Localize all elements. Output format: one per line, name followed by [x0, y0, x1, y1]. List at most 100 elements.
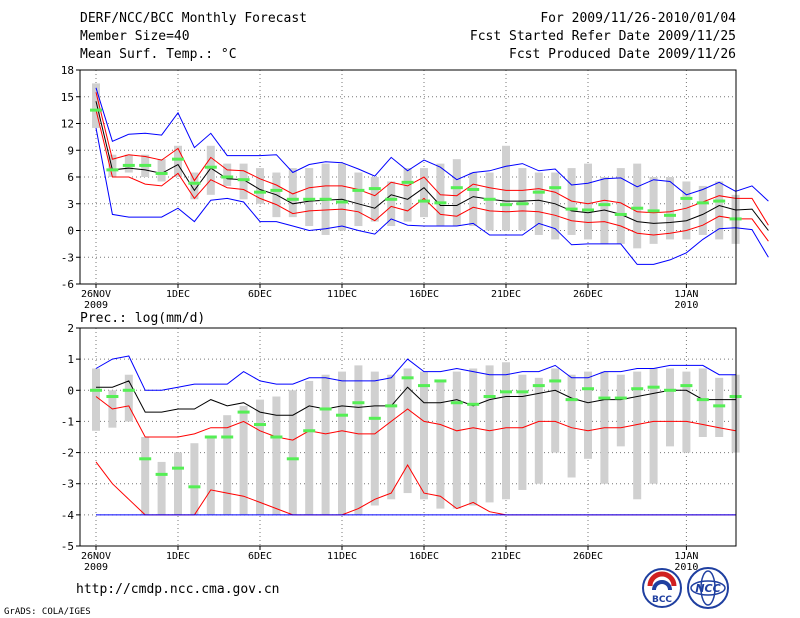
ensemble-box: [502, 145, 510, 231]
median-marker: [106, 168, 119, 172]
x-tick-label: 26DEC: [573, 289, 603, 300]
ensemble-box: [239, 405, 248, 515]
ensemble-box: [436, 380, 445, 509]
x-tick-label: 1DEC: [166, 551, 190, 562]
median-marker: [122, 163, 135, 167]
ensemble-box: [584, 371, 592, 459]
x-tick-label: 1JAN: [674, 551, 698, 562]
median-marker: [221, 435, 234, 439]
y-tick-label: 18: [61, 64, 74, 77]
ensemble-box: [124, 154, 133, 173]
ensemble-box: [633, 163, 642, 249]
median-marker: [188, 181, 201, 185]
footer-url[interactable]: http://cmdp.ncc.cma.gov.cn: [76, 582, 280, 597]
median-marker: [680, 384, 693, 388]
median-marker: [237, 410, 250, 414]
y-tick-label: 6: [67, 171, 74, 184]
median-marker: [696, 398, 709, 402]
y-tick-label: -3: [61, 478, 74, 491]
median-marker: [516, 202, 529, 206]
median-marker: [254, 423, 266, 427]
ensemble-box: [124, 374, 133, 422]
median-marker: [122, 388, 135, 392]
median-marker: [418, 384, 430, 388]
median-marker: [303, 429, 316, 433]
ensemble-box: [616, 168, 625, 244]
ensemble-box: [288, 390, 297, 515]
ensemble-box: [649, 368, 658, 484]
x-tick-label: 11DEC: [327, 289, 357, 300]
median-marker: [401, 376, 414, 380]
ensemble-box: [338, 163, 346, 231]
ensemble-box: [518, 168, 527, 231]
ensemble-box: [452, 371, 461, 509]
median-marker: [647, 385, 660, 389]
median-marker: [467, 402, 480, 406]
ensemble-box: [354, 172, 363, 227]
median-marker: [418, 199, 430, 203]
median-marker: [139, 457, 152, 461]
x-tick-sublabel: 2009: [84, 300, 108, 311]
median-marker: [270, 188, 283, 192]
median-marker: [368, 187, 381, 191]
median-marker: [532, 384, 545, 388]
ensemble-box: [157, 461, 166, 515]
ncc-logo: NCC: [687, 567, 729, 609]
median-marker: [713, 404, 726, 408]
median-marker: [614, 212, 627, 216]
ensemble-box: [666, 177, 674, 240]
ensemble-box: [534, 377, 543, 484]
median-marker: [254, 190, 266, 194]
ensemble-box: [206, 437, 215, 515]
ensemble-mean-line: [95, 101, 769, 231]
ensemble-box: [485, 365, 494, 503]
median-marker: [401, 180, 414, 184]
ensemble-box: [190, 443, 199, 515]
ensemble-box: [338, 371, 346, 515]
y-tick-label: -6: [61, 278, 74, 291]
upper-outer-line: [95, 87, 769, 202]
ensemble-box: [370, 371, 379, 506]
median-marker: [90, 388, 102, 392]
median-marker: [172, 466, 184, 470]
ensemble-box: [256, 168, 264, 204]
ensemble-box: [403, 368, 412, 494]
median-marker: [172, 157, 184, 161]
ensemble-mean-line: [96, 380, 736, 416]
median-marker: [106, 395, 119, 399]
ensemble-box: [551, 368, 560, 453]
y-tick-label: 3: [67, 198, 74, 211]
median-marker: [336, 200, 348, 204]
median-marker: [631, 206, 644, 210]
x-tick-label: 1JAN: [674, 289, 698, 300]
median-marker: [565, 207, 578, 211]
ensemble-box: [190, 172, 199, 200]
ensemble-box: [551, 172, 560, 240]
x-tick-sublabel: 2010: [674, 562, 698, 573]
median-marker: [500, 390, 512, 394]
y-tick-label: 2: [67, 322, 74, 335]
ensemble-box: [715, 181, 724, 240]
median-marker: [155, 171, 168, 175]
median-marker: [286, 457, 299, 461]
ensemble-box: [682, 181, 691, 240]
median-marker: [286, 197, 299, 201]
x-tick-label: 16DEC: [409, 551, 439, 562]
plot-frame: [79, 69, 737, 285]
ensemble-box: [305, 380, 314, 515]
median-marker: [204, 165, 217, 169]
ensemble-box: [92, 368, 100, 431]
y-tick-label: 1: [67, 353, 74, 366]
ensemble-box: [305, 168, 314, 227]
ensemble-box: [256, 399, 264, 515]
y-tick-label: 0: [67, 384, 74, 397]
ensemble-box: [387, 374, 396, 500]
median-marker: [483, 395, 496, 399]
bcc-logo: BCC: [642, 568, 682, 608]
ensemble-box: [223, 163, 232, 186]
median-marker: [237, 178, 250, 182]
median-marker: [664, 213, 676, 217]
ensemble-box: [469, 172, 478, 227]
median-marker: [368, 416, 381, 420]
